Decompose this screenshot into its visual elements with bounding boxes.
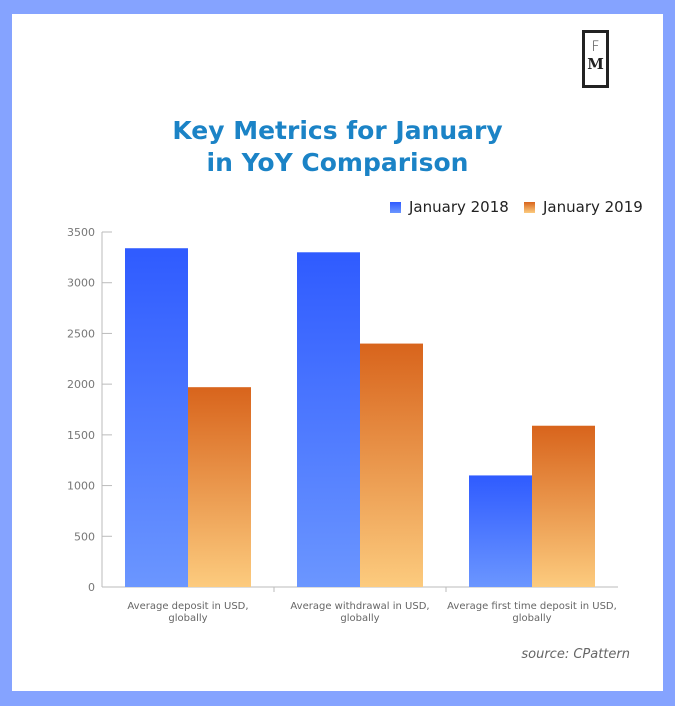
x-category-label: Average withdrawal in USD, xyxy=(290,601,429,612)
y-tick-label: 3000 xyxy=(67,277,95,290)
fm-logo: F M xyxy=(582,30,609,88)
bar-2019 xyxy=(532,425,595,587)
x-category-label: Average deposit in USD, xyxy=(127,601,248,612)
x-category-label: globally xyxy=(512,613,551,624)
y-tick-label: 1500 xyxy=(67,429,95,442)
legend-item-2018: January 2018 xyxy=(390,198,509,216)
y-tick-label: 1000 xyxy=(67,480,95,493)
bar-2019 xyxy=(360,343,423,587)
bar-2018 xyxy=(469,475,532,587)
y-tick-label: 0 xyxy=(88,581,95,594)
chart-title: Key Metrics for January in YoY Compariso… xyxy=(0,115,675,179)
legend-swatch-2018 xyxy=(390,202,401,213)
logo-letter-m: M xyxy=(587,55,604,73)
chart-title-line-2: in YoY Comparison xyxy=(206,148,469,177)
x-category-label: globally xyxy=(168,613,207,624)
legend-item-2019: January 2019 xyxy=(524,198,643,216)
legend-label-2019: January 2019 xyxy=(543,198,643,216)
bar-2018 xyxy=(125,248,188,587)
y-tick-label: 2000 xyxy=(67,378,95,391)
source-note: source: CPattern xyxy=(521,647,630,662)
bar-2019 xyxy=(188,387,251,587)
chart-title-line-1: Key Metrics for January xyxy=(172,116,503,145)
bar-2018 xyxy=(297,252,360,588)
legend-label-2018: January 2018 xyxy=(409,198,509,216)
y-tick-label: 3500 xyxy=(67,226,95,239)
x-category-label: Average first time deposit in USD, xyxy=(447,601,617,612)
y-tick-label: 2500 xyxy=(67,327,95,340)
y-tick-label: 500 xyxy=(74,530,95,543)
logo-letter-f: F xyxy=(591,39,600,55)
x-category-label: globally xyxy=(340,613,379,624)
legend-swatch-2019 xyxy=(524,202,535,213)
